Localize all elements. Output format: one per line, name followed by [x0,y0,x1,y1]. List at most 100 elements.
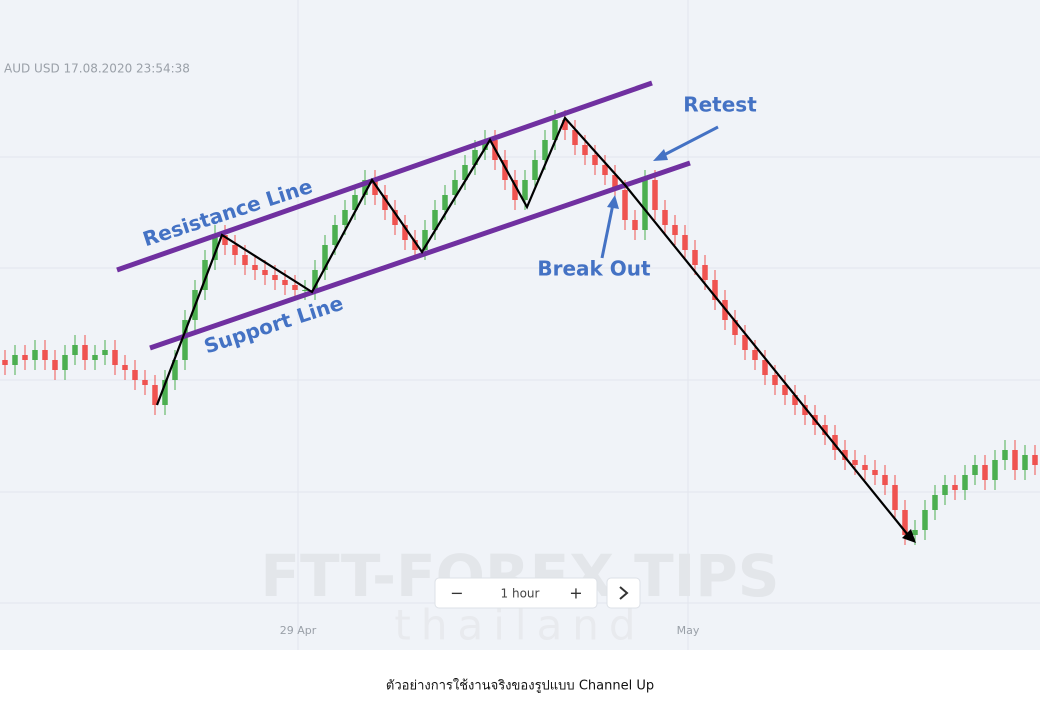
candle-body [422,230,428,250]
candle-body [142,380,148,385]
candle-body [32,350,38,360]
candle-body [962,475,968,490]
candle-body [632,220,638,230]
candle-body [282,280,288,285]
candle-body [772,375,778,385]
candle-body [782,385,788,395]
candle-body [982,465,988,480]
candle-body [902,510,908,535]
candle-body [972,465,978,475]
breakout-label: Break Out [537,257,651,281]
interval-label[interactable]: 1 hour [501,587,540,601]
candle-body [372,180,378,195]
candle-body [472,150,478,165]
candle-body [602,165,608,175]
candle-body [692,250,698,265]
zoom-out-button[interactable]: − [450,584,463,603]
candle-body [222,235,228,245]
candle-body [92,355,98,360]
candle-body [882,475,888,485]
candle-body [322,245,328,270]
x-tick-label: 29 Apr [280,624,317,637]
candle-body [752,350,758,360]
candle-body [712,280,718,300]
candle-body [842,450,848,460]
candle-body [362,180,368,195]
candle-body [402,225,408,240]
candle-body [72,345,78,355]
candle-body [682,235,688,250]
candle-body [662,210,668,225]
candle-body [892,485,898,510]
candle-body [212,235,218,260]
candle-body [502,160,508,180]
candle-body [922,510,928,530]
next-icon [619,586,629,600]
candle-body [202,260,208,290]
candle-body [742,335,748,350]
breakout-arrow [600,203,615,259]
zoom-in-button[interactable]: + [569,584,582,603]
candle-body [342,210,348,225]
candle-body [992,460,998,480]
candle-body [592,155,598,165]
candle-body [552,120,558,140]
candle-body [312,270,318,290]
candle-body [452,180,458,195]
candle-body [512,180,518,200]
candle-body [152,385,158,405]
candle-body [42,350,48,360]
candle-body [442,195,448,210]
candle-body [242,255,248,265]
candle-body [412,240,418,250]
candle-body [572,130,578,145]
candle-body [122,365,128,370]
candle-body [132,370,138,380]
candle-body [532,160,538,180]
candle-body [792,395,798,405]
candle-body [822,425,828,435]
candle-body [482,140,488,150]
candle-body [352,195,358,210]
candle-body [22,355,28,360]
candle-body [762,360,768,375]
next-button[interactable] [606,577,641,609]
candle-body [112,350,118,365]
candle-body [952,485,958,490]
candle-body [562,120,568,130]
retest-label: Retest [683,93,757,117]
caption: ตัวอย่างการใช้งานจริงของรูปแบบ Channel U… [386,678,654,694]
candle-body [432,210,438,230]
candle-body [62,355,68,370]
candle-body [942,485,948,495]
candle-body [382,195,388,210]
candle-body [852,460,858,465]
candle-body [522,180,528,200]
candle-body [332,225,338,245]
candle-body [252,265,258,270]
candle-body [262,270,268,275]
candle-body [862,465,868,470]
candle-body [272,275,278,280]
candle-body [302,290,308,291]
candle-body [642,180,648,230]
candle-body [802,405,808,415]
candle-body [1022,455,1028,470]
watermark-region: thailand [394,601,645,650]
chart-title: AUD USD 17.08.2020 23:54:38 [4,62,190,76]
candle-body [292,285,298,290]
candle-body [102,350,108,355]
candle-body [542,140,548,160]
candle-body [82,345,88,360]
arrow-head [653,149,668,161]
price-path [155,115,913,541]
candle-body [172,360,178,380]
x-tick-label: May [677,624,700,637]
candle-body [872,470,878,475]
candle-body [832,435,838,450]
candle-body [912,530,918,535]
candles [2,110,1038,545]
candle-body [622,190,628,220]
